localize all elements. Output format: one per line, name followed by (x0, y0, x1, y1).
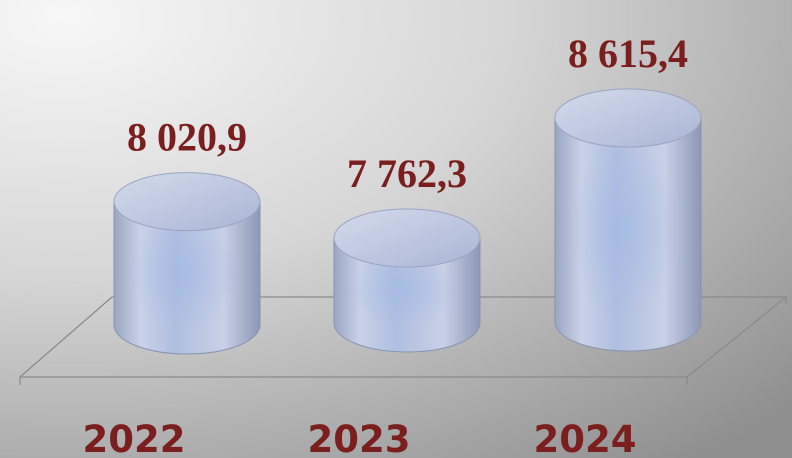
bar-top-cap (113, 172, 261, 232)
floor-front-left-edge (19, 296, 113, 378)
bar-glow (128, 217, 238, 329)
category-labels-layer: 2022 2023 2024 (83, 418, 637, 458)
bar-top-cap (554, 88, 702, 148)
category-label-2023: 2023 (308, 418, 411, 458)
bars-layer (113, 88, 702, 355)
category-label-2024: 2024 (534, 418, 637, 458)
category-label-2022: 2022 (83, 418, 186, 458)
bar-top-cap (333, 208, 481, 268)
bar-2024 (554, 88, 702, 352)
bar-glow (569, 138, 679, 322)
bar-2022 (113, 172, 261, 355)
value-label-2024: 8 615,4 (568, 31, 688, 76)
value-label-2022: 8 020,9 (127, 115, 247, 160)
bar-2023 (333, 208, 481, 353)
value-labels-layer: 8 020,9 7 762,3 8 615,4 (127, 31, 688, 196)
value-label-2023: 7 762,3 (347, 151, 467, 196)
bar-glow (348, 252, 458, 329)
